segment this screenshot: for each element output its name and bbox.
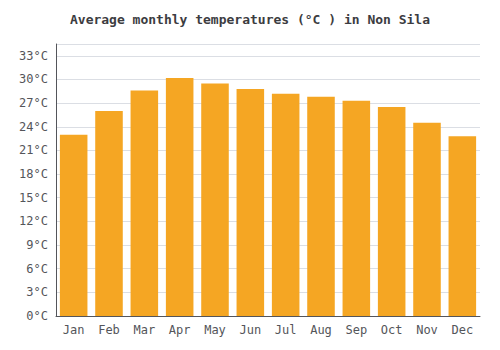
- svg-text:Sep: Sep: [345, 323, 367, 337]
- svg-text:Jun: Jun: [239, 323, 261, 337]
- svg-text:30°C: 30°C: [19, 72, 48, 86]
- svg-text:Dec: Dec: [451, 323, 473, 337]
- svg-text:12°C: 12°C: [19, 214, 48, 228]
- svg-text:Jan: Jan: [63, 323, 85, 337]
- svg-text:27°C: 27°C: [19, 96, 48, 110]
- svg-text:Feb: Feb: [98, 323, 120, 337]
- svg-text:24°C: 24°C: [19, 120, 48, 134]
- svg-text:Apr: Apr: [169, 323, 191, 337]
- svg-text:33°C: 33°C: [19, 49, 48, 63]
- svg-text:Jul: Jul: [275, 323, 297, 337]
- svg-text:0°C: 0°C: [26, 309, 48, 323]
- svg-text:18°C: 18°C: [19, 167, 48, 181]
- svg-text:3°C: 3°C: [26, 285, 48, 299]
- svg-text:May: May: [204, 323, 226, 337]
- svg-text:Average monthly temperatures (: Average monthly temperatures (°C ) in No…: [70, 12, 430, 27]
- svg-text:Mar: Mar: [133, 323, 155, 337]
- svg-text:Nov: Nov: [416, 323, 438, 337]
- svg-text:21°C: 21°C: [19, 143, 48, 157]
- svg-text:Oct: Oct: [381, 323, 403, 337]
- svg-text:9°C: 9°C: [26, 238, 48, 252]
- svg-text:15°C: 15°C: [19, 191, 48, 205]
- svg-text:Aug: Aug: [310, 323, 332, 337]
- svg-text:6°C: 6°C: [26, 262, 48, 276]
